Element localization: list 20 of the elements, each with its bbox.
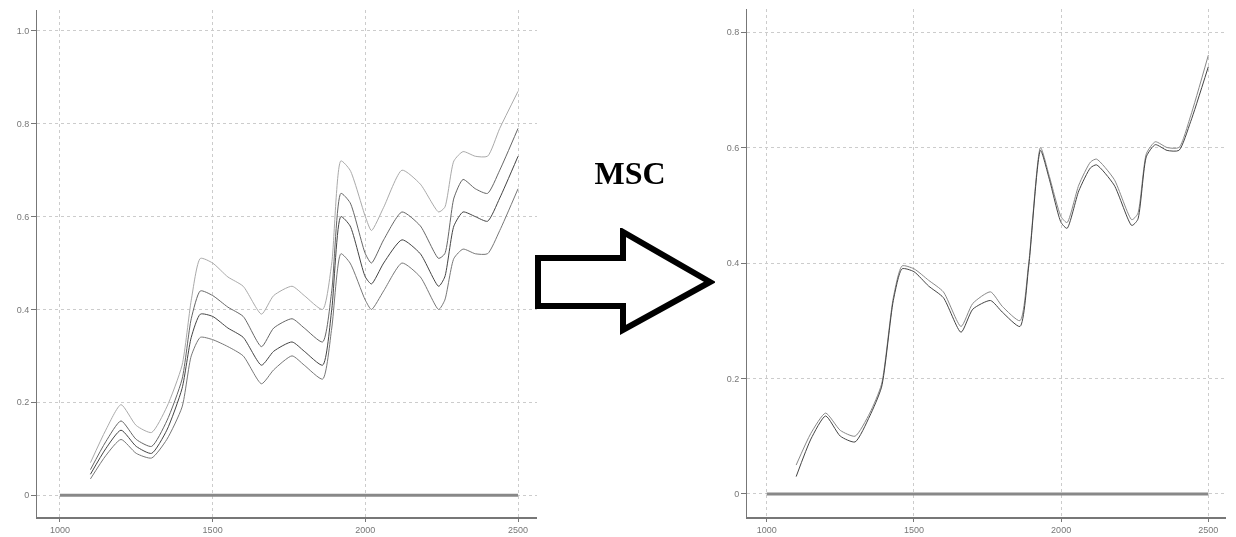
y-tick-label: 0.8 xyxy=(726,27,740,38)
y-tick-label: 0.2 xyxy=(726,373,740,384)
x-tick-label: 2500 xyxy=(508,524,529,535)
y-tick-label: 1.0 xyxy=(16,26,30,37)
x-tick-label: 2000 xyxy=(1051,524,1072,535)
y-tick-label: 0.6 xyxy=(16,211,30,222)
x-tick-label: 2000 xyxy=(355,524,376,535)
text: MSC xyxy=(593,155,667,192)
x-tick-label: 1000 xyxy=(49,524,70,535)
x-tick-label: 1000 xyxy=(756,524,777,535)
y-tick-label: 0.8 xyxy=(16,118,30,129)
x-tick-label: 1500 xyxy=(202,524,223,535)
x-tick-label: 1500 xyxy=(903,524,924,535)
y-tick-label: 0.4 xyxy=(726,258,740,269)
y-tick-label: 0 xyxy=(734,489,740,500)
y-tick-label: 0 xyxy=(24,490,30,501)
y-tick-label: 0.2 xyxy=(16,397,30,408)
x-tick-label: 2500 xyxy=(1198,524,1219,535)
y-tick-label: 0.6 xyxy=(726,142,740,153)
y-tick-label: 0.4 xyxy=(16,304,30,315)
